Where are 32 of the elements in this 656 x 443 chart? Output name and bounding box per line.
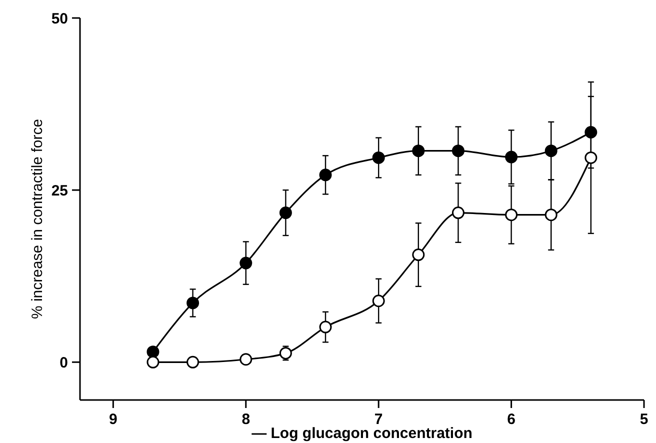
point [412, 144, 425, 158]
point [240, 256, 252, 270]
point [319, 320, 332, 334]
point [279, 206, 292, 220]
point [279, 346, 292, 360]
point [186, 356, 200, 368]
point [186, 296, 200, 310]
point [146, 346, 160, 358]
point [452, 206, 464, 220]
point [319, 168, 332, 182]
y-axis-title: % increase in contractile force [29, 118, 46, 320]
x-tick-label: 8 [242, 411, 250, 428]
point [146, 356, 160, 368]
x-tick-label: 5 [640, 411, 648, 428]
x-tick-label: 9 [109, 411, 118, 428]
x-tick-label: 6 [507, 411, 516, 428]
point [372, 294, 385, 308]
point [584, 126, 598, 139]
point [452, 144, 464, 158]
point [505, 208, 518, 222]
x-tick-label: 7 [374, 411, 383, 428]
y-tick-label: 0 [60, 354, 68, 372]
point [240, 353, 252, 366]
point [544, 144, 558, 158]
point [544, 208, 558, 222]
point [372, 151, 385, 164]
x-axis-title: — Log glucagon concentration [252, 425, 472, 442]
point [412, 248, 425, 262]
point [505, 150, 518, 164]
y-tick-label: 25 [51, 182, 68, 200]
point [584, 151, 598, 164]
y-tick-label: 50 [51, 10, 68, 28]
